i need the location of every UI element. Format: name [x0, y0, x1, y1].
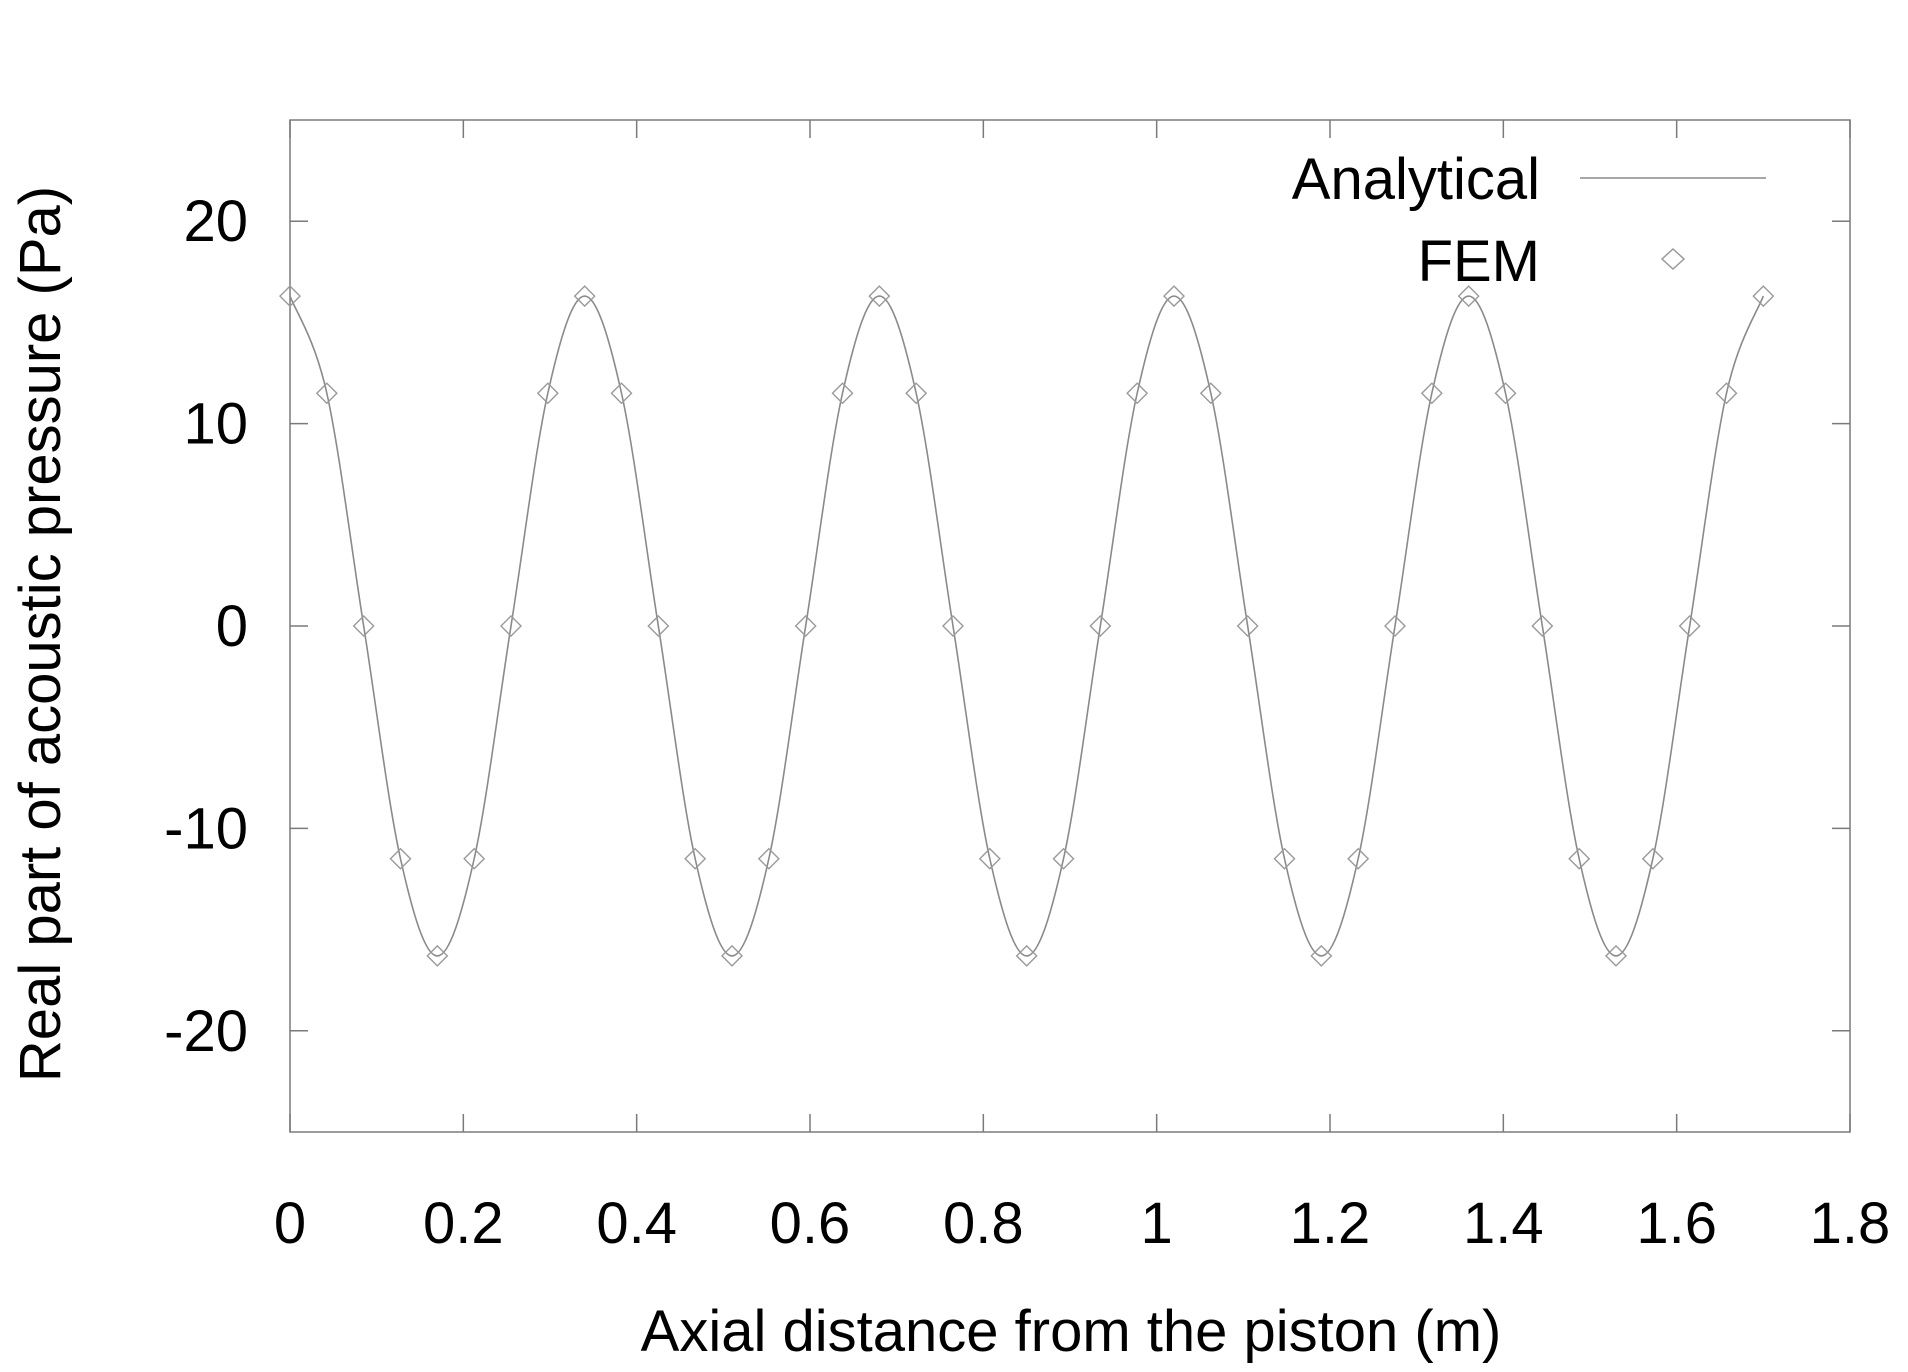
y-tick-label: 20: [183, 189, 248, 254]
fem-point: [1126, 382, 1149, 405]
fem-point: [1605, 944, 1627, 967]
fem-point: [1420, 382, 1443, 405]
series-line-analytical: [289, 295, 1765, 957]
fem-point: [536, 382, 559, 405]
x-axis-ticks: 0 0.2 0.4 0.6 0.8 1 1.2 1.4 1.6 1.8: [274, 120, 1890, 1256]
x-tick-label: 0.2: [423, 1191, 504, 1256]
x-tick-label: 0: [274, 1191, 306, 1256]
fem-point: [426, 944, 449, 967]
fem-point: [500, 615, 522, 637]
fem-point: [1715, 382, 1738, 405]
fem-point: [1678, 615, 1701, 637]
fem-point: [794, 615, 817, 637]
fem-point: [1457, 285, 1480, 308]
fem-point: [1199, 382, 1222, 405]
legend-label-analytical: Analytical: [1292, 147, 1540, 212]
fem-point: [279, 285, 301, 308]
fem-point: [684, 847, 707, 870]
legend-label-fem: FEM: [1418, 229, 1540, 294]
series-markers-fem: [279, 285, 1775, 967]
fem-point: [757, 847, 780, 870]
fem-point: [831, 382, 854, 405]
fem-point: [352, 615, 375, 637]
y-axis-ticks: -20 -10 0 10 20: [164, 189, 1850, 1064]
fem-point: [978, 847, 1001, 870]
fem-point: [1236, 615, 1259, 637]
fem-point: [463, 847, 486, 870]
fem-point: [1089, 615, 1112, 637]
legend: Analytical FEM: [1292, 147, 1766, 294]
fem-point: [573, 285, 596, 308]
fem-point: [905, 382, 928, 405]
fem-point: [1015, 944, 1038, 967]
fem-point: [1641, 847, 1664, 870]
fem-point: [1752, 285, 1775, 308]
fem-point: [1347, 847, 1370, 870]
plot-frame: [289, 119, 1851, 1133]
fem-point: [942, 615, 964, 637]
plot-border: [289, 119, 1851, 1133]
fem-point: [1384, 615, 1406, 637]
x-tick-label: 0.8: [943, 1191, 1024, 1256]
x-tick-label: 1.6: [1636, 1191, 1717, 1256]
fem-point: [389, 847, 412, 870]
fem-point: [1494, 382, 1517, 405]
x-tick-label: 1.2: [1290, 1191, 1371, 1256]
fem-point: [1568, 847, 1591, 870]
x-axis-title: Axial distance from the piston (m): [641, 1299, 1502, 1364]
series-layer: [279, 285, 1775, 967]
y-axis-title: Real part of acoustic pressure (Pa): [8, 186, 73, 1082]
fem-point: [1531, 615, 1554, 637]
fem-point: [315, 382, 338, 405]
legend-swatch-fem: [1660, 247, 1686, 271]
fem-point: [721, 944, 743, 967]
y-tick-label: -10: [164, 796, 248, 861]
fem-point: [1273, 847, 1296, 870]
fem-point: [868, 285, 891, 308]
fem-point: [647, 615, 670, 637]
fem-point: [1163, 285, 1185, 308]
x-tick-label: 0.6: [770, 1191, 851, 1256]
y-tick-label: 0: [216, 594, 248, 659]
x-tick-label: 1: [1141, 1191, 1173, 1256]
y-tick-label: -20: [164, 999, 248, 1064]
x-tick-label: 1.4: [1463, 1191, 1544, 1256]
fem-point: [1052, 847, 1075, 870]
fem-point: [1310, 944, 1333, 967]
x-tick-label: 1.8: [1810, 1191, 1891, 1256]
x-tick-label: 0.4: [596, 1191, 677, 1256]
y-tick-label: 10: [183, 392, 248, 457]
fem-point: [610, 382, 633, 405]
